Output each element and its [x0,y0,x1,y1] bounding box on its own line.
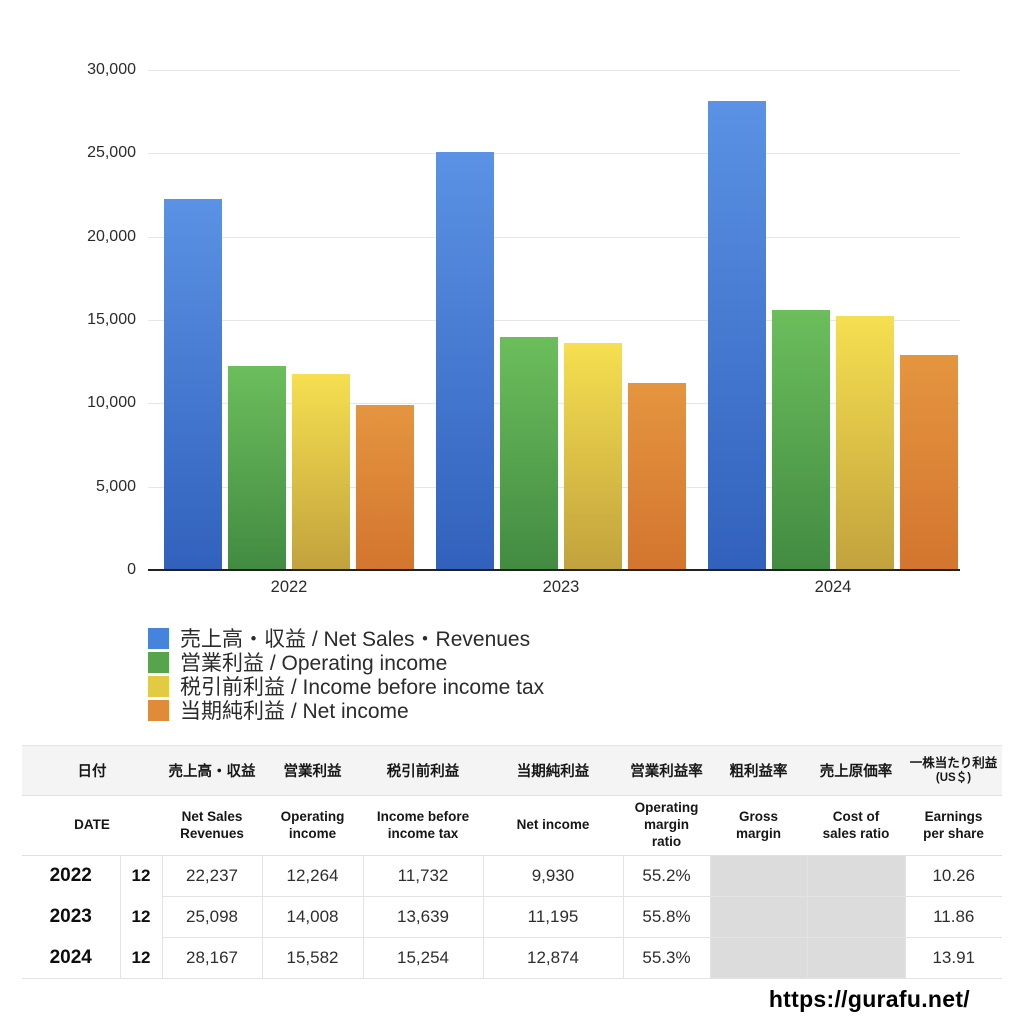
x-axis-label-2022: 2022 [270,578,308,596]
value-cell: 55.2% [622,855,710,897]
col-header-en-3: Income before income tax [363,795,483,856]
value-cell: 15,582 [261,937,363,979]
y-axis-tick-label: 0 [127,561,136,578]
legend-label-net-income: 当期純利益 / Net income [180,700,409,723]
bar-income-before-income-tax-2023 [564,342,622,570]
disabled-cell [806,855,905,897]
value-cell: 22,237 [161,855,262,897]
x-axis-label-2024: 2024 [814,578,852,596]
x-axis [148,569,960,571]
bar-operating-income-2022 [228,365,286,570]
col-header-jp-7: 売上原価率 [807,745,905,796]
col-header-jp-8: 一株当たり利益 (US＄) [905,745,1002,796]
financial-data-table: 日付 売上高・収益 営業利益 税引前利益 当期純利益 営業利益率 粗利益率 売上原価率 一株当た… [22,745,1002,979]
bar-net-income-2024 [900,355,958,570]
col-header-en-7: Cost of sales ratio [807,795,905,856]
bar-income-before-income-tax-2022 [292,374,350,570]
col-header-en-4: Net income [483,795,623,856]
table-row-2023: 2023 12 25,098 14,008 13,639 11,195 55.8% 11.86 [22,896,1002,938]
value-cell: 10.26 [904,855,1002,897]
legend-label-income-before-income-tax: 税引前利益 / Income before income tax [180,676,545,699]
value-cell: 13.91 [904,937,1002,979]
disabled-cell [709,855,807,897]
col-header-en-0: DATE [22,795,162,856]
bar-chart: 0 5,000 10,000 15,000 20,000 25,000 30,000 2022… [87,61,960,596]
value-cell: 9,930 [482,855,623,897]
col-header-jp-3: 税引前利益 [363,745,483,796]
value-cell: 55.3% [622,937,710,979]
value-cell: 25,098 [161,896,262,938]
month-cell: 12 [119,896,162,938]
col-header-eps-currency: (US＄) [935,772,972,784]
legend-swatch-operating-income [148,651,169,673]
col-header-en-6: Gross margin [710,795,807,856]
gridline-15000 [148,320,960,321]
col-header-jp-0: 日付 [22,745,162,796]
bar-operating-income-2024 [772,310,830,570]
site-url: https://gurafu.net/ [768,986,970,1012]
y-axis-tick-label: 20,000 [87,227,136,245]
gridline-30000 [148,70,960,71]
bar-net-sales-revenues-2024 [708,100,766,570]
value-cell: 15,254 [362,937,483,979]
legend-item-net-income: 当期純利益 / Net income [148,698,544,723]
y-axis-tick-label: 15,000 [87,311,136,328]
table-header-row-en: DATE Net Sales Revenues Operating income In… [22,795,1002,856]
bar-net-income-2022 [356,404,414,570]
table-row-2022: 2022 12 22,237 12,264 11,732 9,930 55.2% 10.26 [22,855,1002,897]
legend-item-net-sales-revenues: 売上高・収益 / Net Sales・Revenues [148,626,544,651]
table-header-row-jp: 日付 売上高・収益 営業利益 税引前利益 当期純利益 営業利益率 粗利益率 売上原価率 一株当た… [22,745,1002,796]
legend-label-net-sales-revenues: 売上高・収益 / Net Sales・Revenues [180,628,531,651]
value-cell: 12,874 [482,937,623,979]
table-row-2024: 2024 12 28,167 15,582 15,254 12,874 55.3% 13.91 [22,937,1002,979]
legend-item-operating-income: 営業利益 / Operating income [148,650,544,675]
value-cell: 11.86 [904,896,1002,938]
bar-net-income-2023 [628,383,686,570]
bar-operating-income-2023 [500,336,558,570]
value-cell: 11,195 [482,896,623,938]
month-cell: 12 [119,937,162,979]
chart-legend: 売上高・収益 / Net Sales・Revenues 営業利益 / Operat… [148,626,545,723]
gridline-25000 [148,153,960,155]
bar-net-sales-revenues-2023 [436,151,494,570]
col-header-jp-5: 営業利益率 [623,745,710,796]
bar-net-sales-revenues-2022 [164,199,222,570]
col-header-jp-2: 営業利益 [262,745,363,796]
y-axis-tick-label: 25,000 [87,144,136,162]
bar-income-before-income-tax-2024 [836,315,894,570]
year-cell: 2023 [22,896,120,938]
value-cell: 55.8% [622,896,710,938]
col-header-en-1: Net Sales Revenues [162,795,262,856]
disabled-cell [806,937,905,979]
year-cell: 2022 [22,855,120,897]
year-cell: 2024 [22,937,120,979]
value-cell: 11,732 [362,855,483,897]
y-axis-tick-label: 10,000 [87,394,136,412]
value-cell: 14,008 [261,896,363,938]
value-cell: 13,639 [362,896,483,938]
disabled-cell [709,896,807,938]
value-cell: 12,264 [261,855,363,897]
col-header-jp-1: 売上高・収益 [162,745,262,796]
legend-swatch-net-sales-revenues [148,627,169,649]
legend-label-operating-income: 営業利益 / Operating income [180,652,448,675]
y-axis-tick-label: 5,000 [95,477,136,495]
col-header-jp-4: 当期純利益 [483,745,623,796]
legend-item-income-before-income-tax: 税引前利益 / Income before income tax [148,674,545,699]
legend-swatch-net-income [148,699,169,721]
month-cell: 12 [119,855,162,897]
col-header-en-5: Operating margin ratio [623,795,710,856]
y-axis-tick-label: 30,000 [87,61,136,78]
col-header-jp-6: 粗利益率 [710,745,807,796]
col-header-en-2: Operating income [262,795,363,856]
disabled-cell [806,896,905,938]
gridline-20000 [148,236,960,238]
col-header-en-8: Earnings per share [905,795,1002,856]
col-header-eps-title: 一株当たり利益 [909,756,998,770]
x-axis-label-2023: 2023 [542,578,580,596]
value-cell: 28,167 [161,937,262,979]
disabled-cell [709,937,807,979]
legend-swatch-income-before-income-tax [148,675,169,697]
